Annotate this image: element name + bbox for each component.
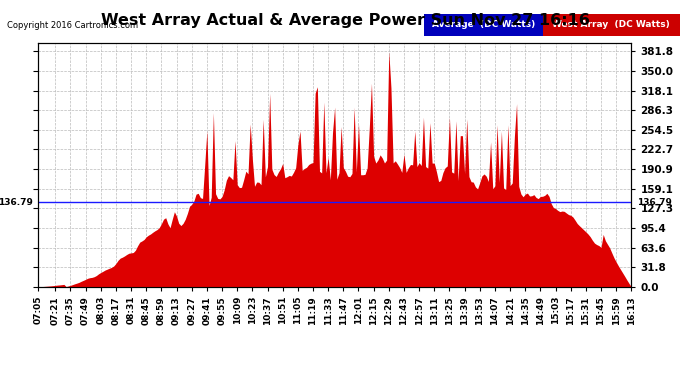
Text: West Array  (DC Watts): West Array (DC Watts) <box>552 20 669 29</box>
Bar <box>543 14 680 36</box>
Text: Copyright 2016 Cartronics.com: Copyright 2016 Cartronics.com <box>7 21 138 30</box>
Text: 136.79: 136.79 <box>637 198 671 207</box>
Bar <box>424 14 543 36</box>
Text: West Array Actual & Average Power Sun Nov 27 16:16: West Array Actual & Average Power Sun No… <box>101 13 589 28</box>
Text: Average  (DC Watts): Average (DC Watts) <box>432 20 535 29</box>
Text: 136.79: 136.79 <box>0 198 32 207</box>
